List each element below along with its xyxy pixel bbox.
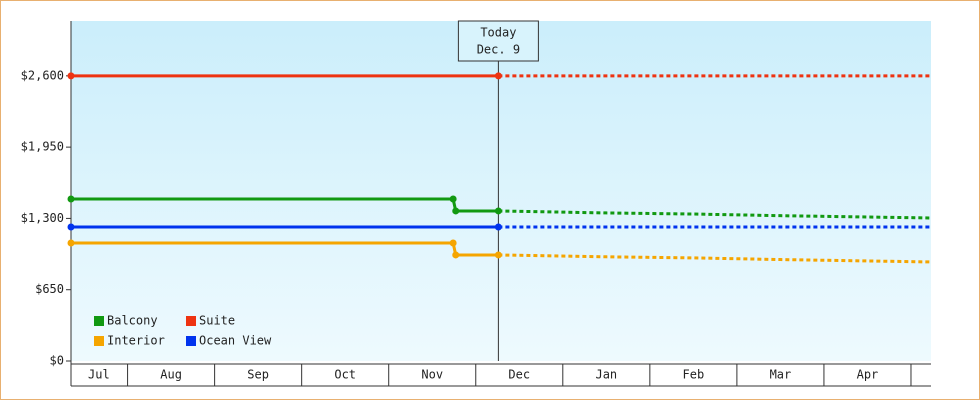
x-tick-label: Aug — [160, 368, 182, 382]
legend-swatch — [94, 316, 104, 326]
x-tick-label: Oct — [334, 368, 356, 382]
legend-swatch — [186, 316, 196, 326]
legend-label: Interior — [107, 334, 165, 348]
x-tick-label: Dec — [508, 368, 530, 382]
point — [452, 207, 460, 215]
point — [494, 72, 502, 80]
point — [67, 195, 75, 203]
point — [67, 72, 75, 80]
today-box — [457, 20, 539, 62]
y-tick-label: $2,600 — [21, 68, 64, 82]
series-projection — [498, 209, 932, 220]
point — [449, 239, 457, 247]
y-tick-label: $1,300 — [21, 211, 64, 225]
point — [67, 239, 75, 247]
x-tick-label: Jul — [88, 368, 110, 382]
point — [449, 195, 457, 203]
legend-swatch — [186, 336, 196, 346]
point — [494, 251, 502, 259]
point — [67, 223, 75, 231]
today-label: Today — [480, 26, 516, 40]
legend-label: Balcony — [107, 314, 158, 328]
today-label: Dec. 9 — [477, 43, 520, 57]
x-tick-label: Feb — [683, 368, 705, 382]
x-tick-label: Nov — [421, 368, 443, 382]
point — [452, 251, 460, 259]
point — [494, 223, 502, 231]
legend-label: Suite — [199, 314, 235, 328]
x-tick-label: Jan — [595, 368, 617, 382]
y-tick-label: $1,950 — [21, 140, 64, 154]
x-tick-label: Sep — [247, 368, 269, 382]
legend-label: Ocean View — [199, 334, 272, 348]
plot-area — [71, 21, 931, 361]
series-line — [71, 241, 499, 257]
x-tick-label: Apr — [857, 368, 879, 382]
y-tick-label: $650 — [35, 282, 64, 296]
series-line — [71, 197, 499, 213]
x-tick-label: Mar — [770, 368, 792, 382]
series-projection — [498, 253, 932, 264]
point — [494, 207, 502, 215]
y-tick-label: $0 — [50, 354, 64, 368]
legend-swatch — [94, 336, 104, 346]
